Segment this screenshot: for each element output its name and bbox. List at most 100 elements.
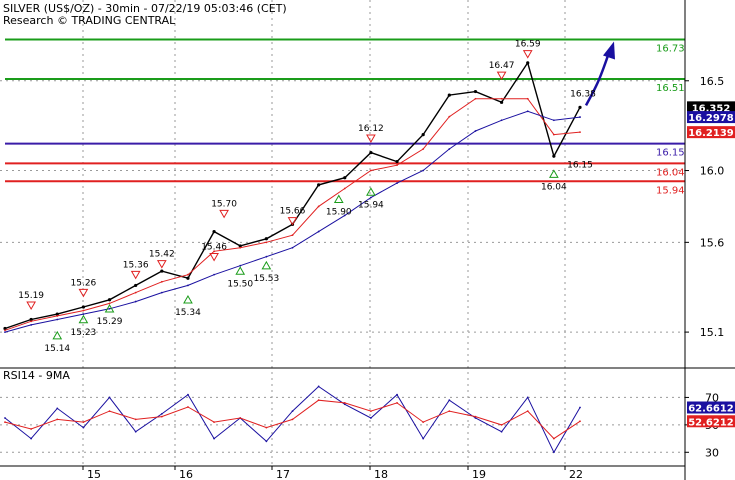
price-point [81,305,86,309]
price-tick-label: 16.0 [700,165,725,178]
price-point [238,244,242,248]
swing-low-label: 15.34 [175,308,201,318]
rsi-ma-point [82,421,85,424]
swing-low-label: 15.14 [44,344,70,354]
ma-fast-point [370,169,372,172]
price-point [212,229,216,234]
rsi-ma-point [213,421,215,424]
rsi-point [187,393,189,396]
time-tick-label: 18 [374,468,388,480]
ma-slow-point [370,196,372,199]
price-value-label: 16.2139 [688,128,734,139]
price-value-box [687,111,735,124]
rsi-point [579,406,581,409]
price-point [3,326,7,331]
rsi-point [213,437,215,440]
rsi-ma-point [474,415,477,418]
rsi-point [160,412,163,415]
ma-slow-point [448,148,451,150]
rsi-ma-point [317,399,320,402]
annotation-label: 16.38 [570,89,596,99]
chart-credit: Research © TRADING CENTRAL [3,14,176,27]
rsi-ma-point [370,410,372,413]
rsi-tick-label: 70 [705,391,719,404]
price-tick-label: 16.5 [700,75,725,88]
swing-high-label: 15.46 [201,242,227,252]
price-point [473,89,478,94]
ma-slow-point [317,230,320,233]
rsi-point [552,451,555,454]
ma-slow-point [82,313,85,316]
rsi-point [317,385,320,388]
swing-high-label: 16.12 [358,124,384,134]
rsi-ma-point [134,418,137,421]
ma-slow-point [526,110,529,113]
rsi-point [82,426,85,429]
rsi-ma-point [108,410,111,413]
ma-slow-point [396,182,398,185]
swing-low-label: 15.53 [253,274,279,284]
swing-high-label: 16.47 [489,61,515,71]
ma-slow-point [239,264,242,267]
price-point [447,93,451,97]
rsi-point [134,430,137,433]
price-point [369,150,373,155]
rsi-point [56,407,59,410]
ma-fast-point [552,133,555,136]
swing-high-marker [496,71,507,81]
rsi-point [474,417,477,419]
projection-arrow-head [603,41,615,60]
ma-slow-point [500,119,503,122]
rsi-ma-point [552,437,555,440]
price-value-box [687,126,735,139]
time-tick-label: 22 [569,468,583,480]
time-tick-label: 15 [87,468,101,480]
ma-fast-point [343,187,346,190]
swing-high-marker [209,252,219,262]
swing-low-marker [235,266,246,275]
ma-fast-point [160,280,163,283]
swing-high-label: 16.59 [515,40,541,50]
time-tick-label: 17 [276,468,290,480]
ma-fast-point [448,115,451,118]
swing-low-marker [183,295,193,304]
price-tick-label: 15.1 [700,326,725,339]
rsi-point [343,403,346,406]
ma-slow-point [134,300,137,303]
rsi-point [291,410,294,413]
swing-high-label: 15.26 [71,278,97,288]
ma-slow-point [30,324,33,326]
rsi-point [500,430,503,433]
swing-high-marker [522,50,533,59]
ma-slow-point [474,130,477,132]
rsi-point [108,396,111,399]
price-point [578,105,582,109]
price-point [343,176,347,180]
rsi-ma-point [4,421,6,424]
rsi-point [265,440,268,443]
price-point [107,298,112,302]
swing-high-marker [26,301,36,310]
time-tick-label: 19 [472,468,486,480]
swing-low-marker [104,303,115,313]
swing-low-label: 15.94 [358,200,384,210]
swing-high-marker [78,288,89,298]
level-label: 16.15 [656,148,685,159]
ma-fast-point [500,97,503,100]
rsi-ma-point [160,415,163,418]
annotation-label: 16.15 [567,161,593,171]
ma-fast-point [4,329,6,332]
rsi-point [448,399,451,402]
rsi-ma-point [422,421,425,424]
ma-fast-point [134,291,137,294]
rsi-ma-point [30,428,33,430]
ma-fast-point [579,131,581,134]
swing-high-marker [219,209,229,219]
price-point [29,317,33,322]
rsi-point [396,393,398,396]
ma-slow-point [265,255,268,258]
rsi-tick-label: 30 [705,446,719,459]
rsi-ma-point [343,402,346,404]
